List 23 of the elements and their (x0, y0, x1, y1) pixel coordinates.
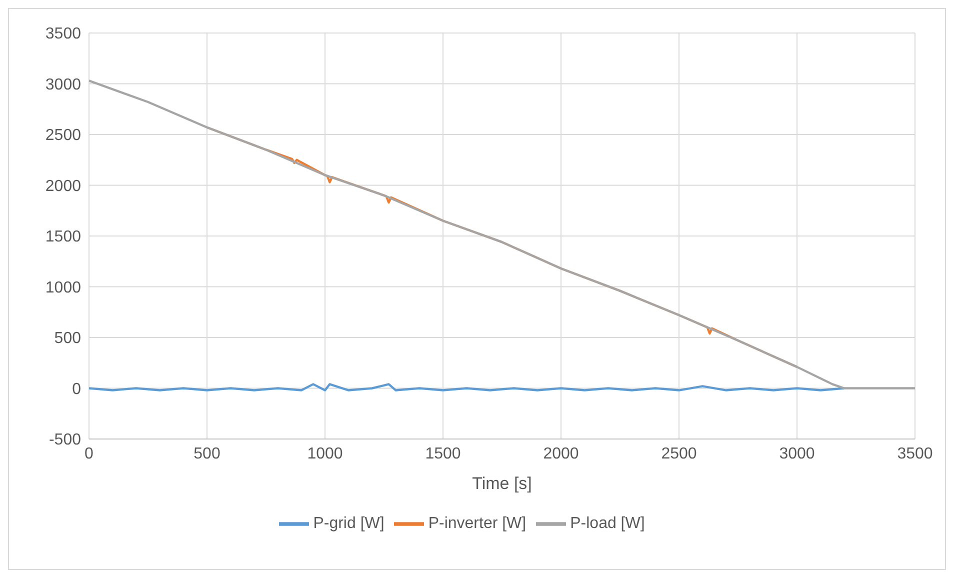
y-tick-label: 0 (72, 380, 82, 398)
x-axis-title: Time [s] (472, 474, 532, 493)
y-tick-label: 500 (54, 330, 82, 348)
legend-label: P-grid [W] (313, 515, 384, 532)
line-series (89, 383, 846, 392)
y-tick-label: 1500 (45, 228, 82, 246)
x-tick-label: 2000 (543, 445, 579, 462)
legend-label: P-load [W] (570, 515, 645, 532)
y-tick-label: 2000 (45, 178, 82, 195)
x-tick-label: 0 (84, 445, 94, 462)
x-tick-label: 1000 (307, 445, 343, 462)
legend-label: P-inverter [W] (428, 515, 526, 532)
line-series (89, 80, 915, 390)
y-tick-label: 2500 (45, 127, 82, 144)
x-tick-label: 1500 (425, 445, 461, 462)
y-tick-label: 3500 (45, 26, 82, 43)
y-tick-label: 1000 (45, 279, 82, 296)
x-tick-label: 2500 (661, 445, 697, 462)
x-tick-label: 3000 (779, 445, 815, 462)
x-tick-label: 500 (194, 445, 220, 462)
y-tick-label: 3000 (45, 76, 82, 94)
x-tick-label: 3500 (897, 445, 933, 462)
y-tick-label: -500 (48, 432, 82, 449)
